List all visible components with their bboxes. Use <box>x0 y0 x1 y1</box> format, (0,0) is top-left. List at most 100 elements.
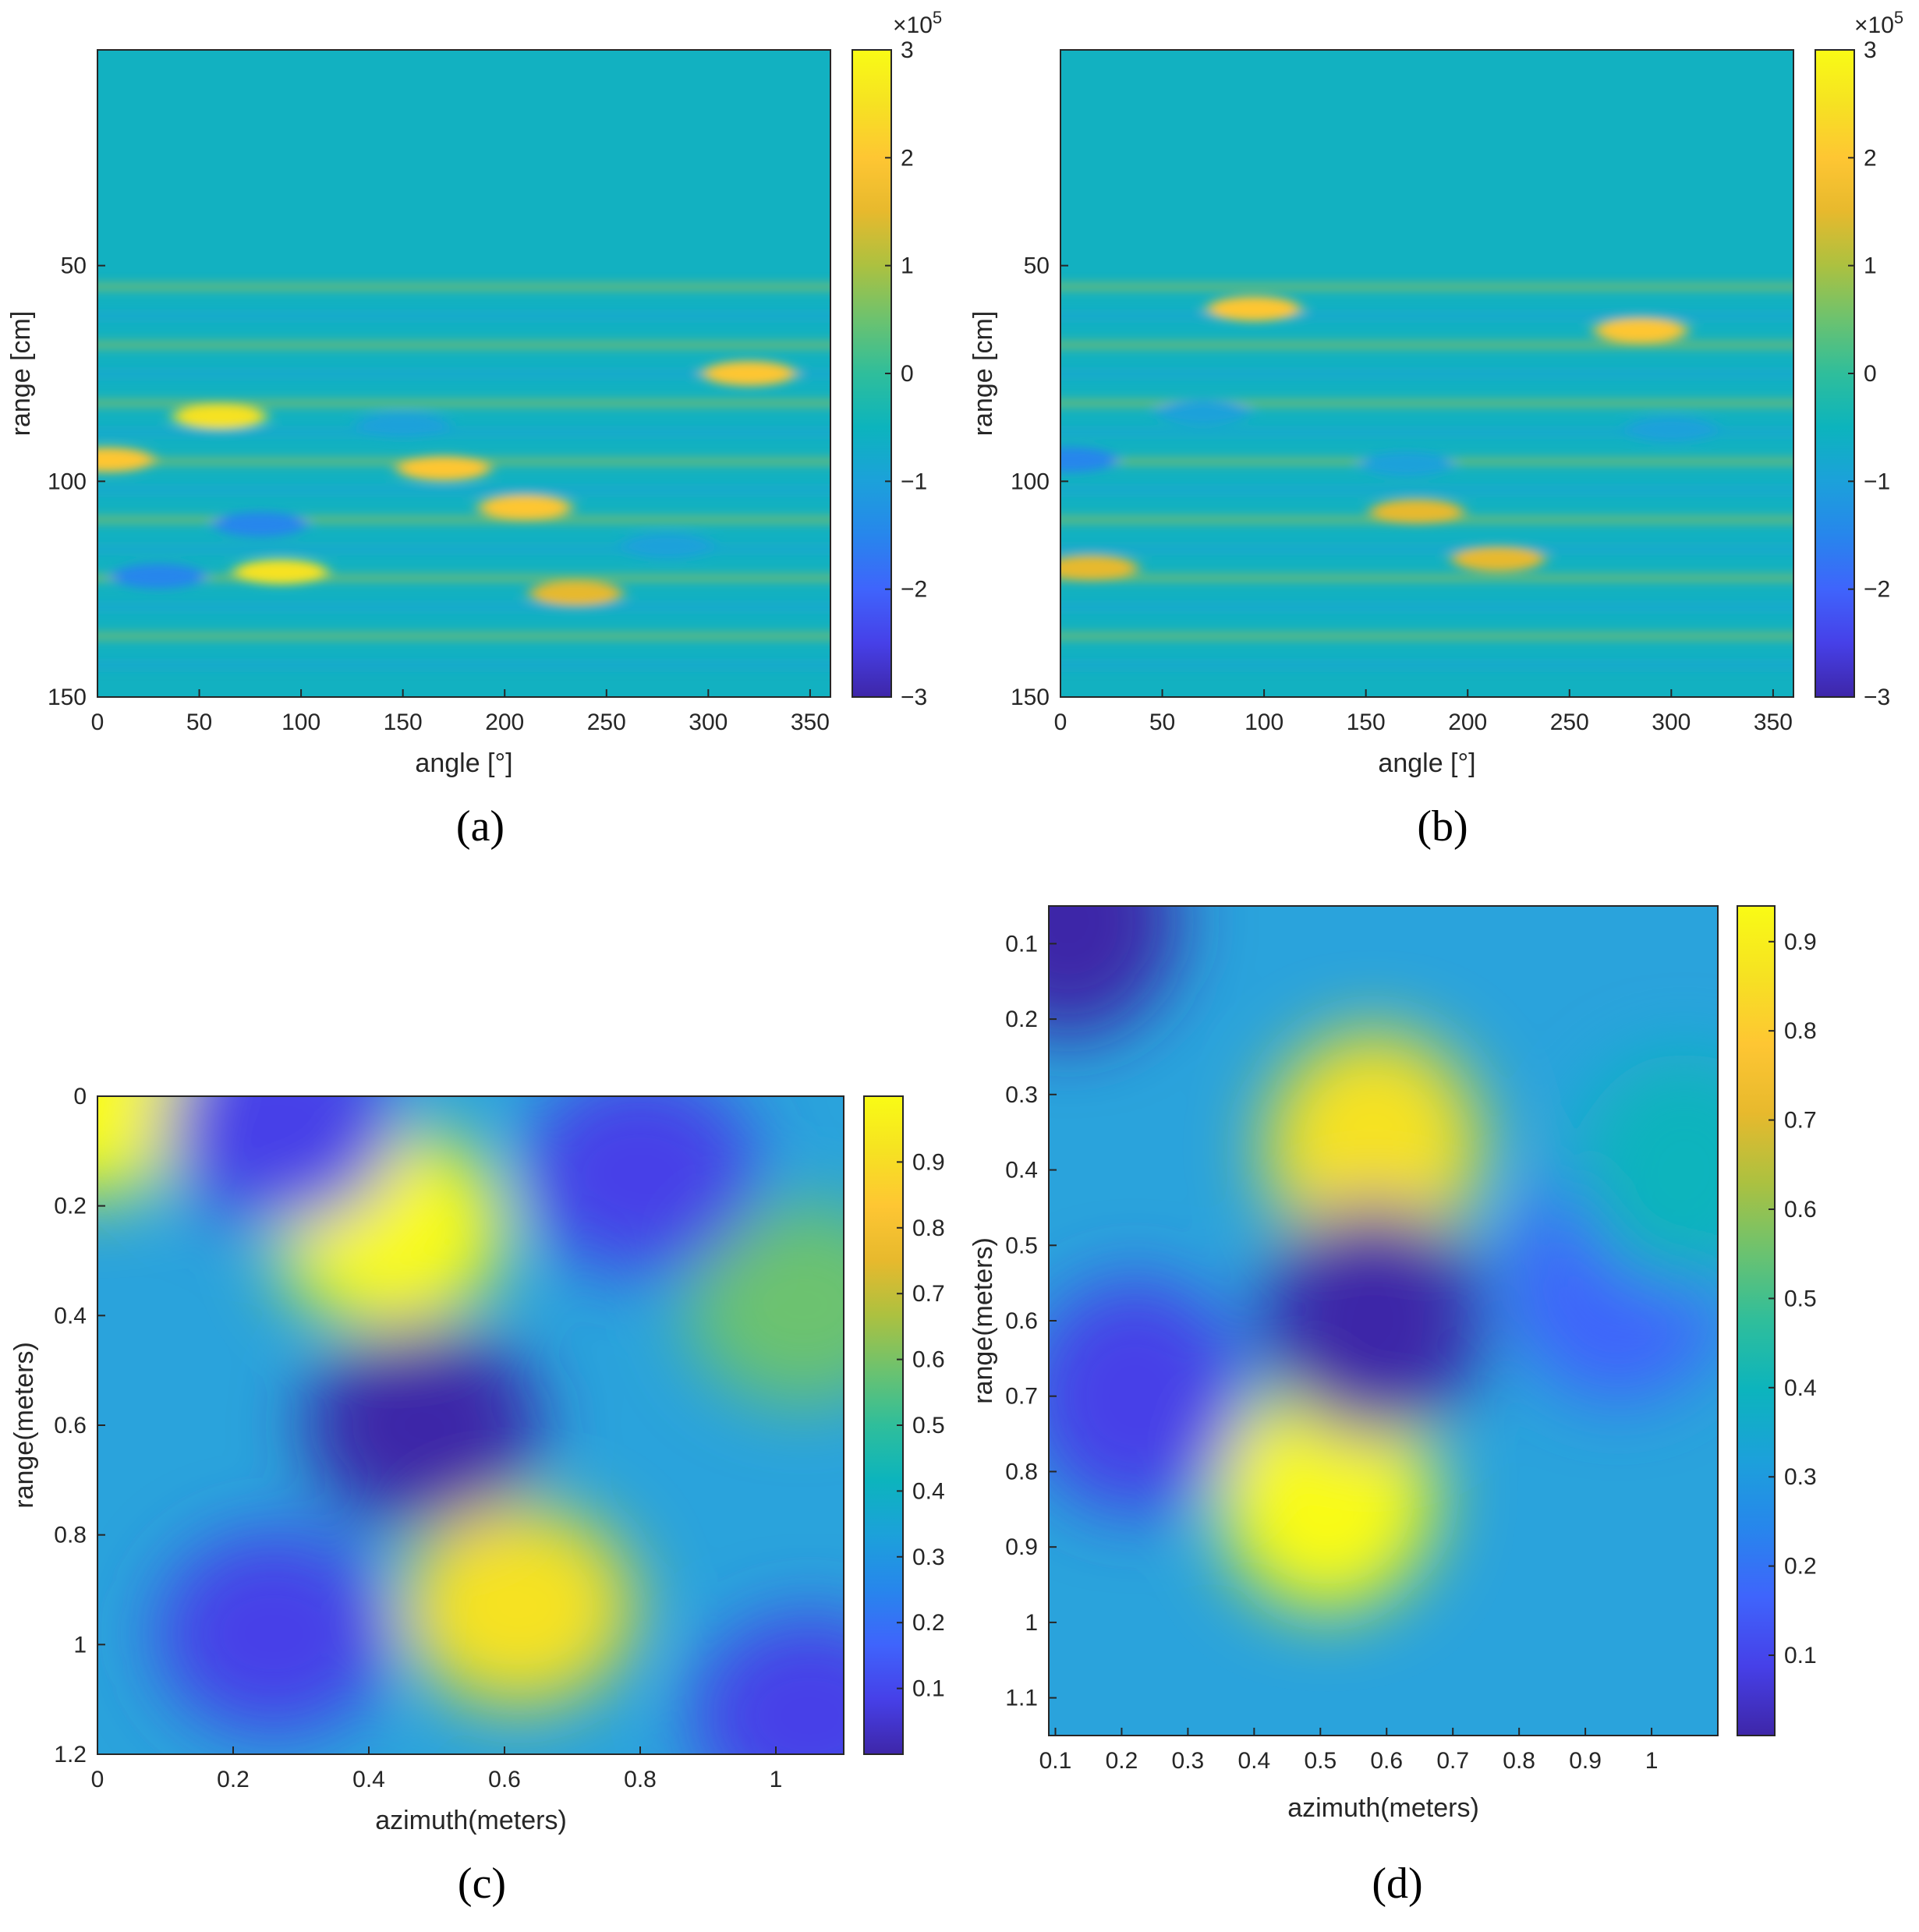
panel-b-colorbar-tick-label: −1 <box>1864 469 1890 494</box>
panel-a-feature <box>112 564 206 589</box>
panel-c-y-tick-label: 0.6 <box>54 1413 87 1438</box>
panel-a-label: (a) <box>456 802 505 851</box>
panel-a-feature <box>396 455 490 481</box>
panel-c-y-tick-label: 0.8 <box>54 1523 87 1548</box>
panel-a-y-tick-label: 150 <box>48 685 87 710</box>
panel-b-x-tick-label: 100 <box>1245 709 1283 735</box>
panel-a-y-axis-label: range [cm] <box>6 311 36 437</box>
panel-b: 0 50 100 150 200 250 300 350 50 100 150 angle [°]… <box>968 8 1903 851</box>
panel-d-feature <box>1049 1279 1245 1513</box>
panel-a-x-tick-label: 250 <box>587 709 626 735</box>
panel-b-x-ticks: 0 50 100 150 200 250 300 350 <box>1054 689 1793 735</box>
panel-c-x-tick-label: 0.4 <box>352 1767 385 1792</box>
panel-a-colorbar-multiplier: ×105 <box>893 8 942 38</box>
panel-d-y-tick-label: 0.1 <box>1005 931 1038 957</box>
panel-b-colorbar-tick-label: 3 <box>1864 37 1877 63</box>
panel-d-x-tick-label: 0.1 <box>1039 1748 1072 1774</box>
panel-b-colorbar-tick-label: 1 <box>1864 253 1877 279</box>
panel-a-band <box>97 661 830 670</box>
panel-a-feature <box>172 404 267 430</box>
panel-a-band <box>97 544 830 553</box>
panel-d-feature <box>1264 1030 1483 1265</box>
panel-b-x-axis-label: angle [°] <box>1378 748 1475 778</box>
panel-a-colorbar-tick-label: −3 <box>901 685 927 710</box>
panel-c-y-tick-label: 0.4 <box>54 1303 87 1329</box>
panel-b-band <box>1060 487 1793 495</box>
panel-b-x-tick-label: 200 <box>1448 709 1487 735</box>
panel-a-band <box>97 515 830 524</box>
panel-d-label: (d) <box>1372 1859 1422 1908</box>
panel-d-colorbar-tick-label: 0.2 <box>1784 1554 1817 1580</box>
panel-a-colorbar-tick-label: 2 <box>901 145 914 171</box>
panel-d-colorbar-tick-label: 0.6 <box>1784 1197 1817 1223</box>
panel-d-colorbar-tick-label: 0.3 <box>1784 1464 1817 1490</box>
panel-c-feature <box>523 1096 757 1275</box>
panel-c-heatmap <box>97 1096 844 1754</box>
panel-d-x-tick-label: 0.3 <box>1172 1748 1205 1774</box>
panel-c-colorbar-tick-label: 0.4 <box>912 1478 945 1504</box>
panel-b-band <box>1060 632 1793 640</box>
panel-c-y-axis-label: range(meters) <box>9 1342 39 1509</box>
panel-c-x-ticks: 0 0.2 0.4 0.6 0.8 1 <box>91 1746 783 1792</box>
panel-b-y-tick-label: 100 <box>1011 469 1050 494</box>
panel-a-band <box>97 399 830 408</box>
panel-c: 0 0.2 0.4 0.6 0.8 1 0 0.2 0.4 0.6 0.8 1 1.2 azimuth… <box>9 1084 945 1908</box>
panel-a-y-tick-label: 100 <box>48 469 87 494</box>
panel-a-x-tick-label: 350 <box>791 709 830 735</box>
panel-c-feature <box>163 1096 398 1226</box>
panel-b-band <box>1060 282 1793 291</box>
panel-b-label: (b) <box>1417 802 1468 851</box>
panel-d-x-tick-label: 0.7 <box>1436 1748 1469 1774</box>
panel-b-colorbar-ticks: −3 −2 −1 0 1 2 3 <box>1848 37 1890 710</box>
panel-a-band <box>97 487 830 495</box>
panel-c-y-tick-label: 1 <box>73 1632 87 1658</box>
panel-b-band <box>1060 370 1793 378</box>
panel-a-feature <box>213 511 307 537</box>
panel-a-band <box>97 428 830 437</box>
panel-d-colorbar-tick-label: 0.8 <box>1784 1018 1817 1044</box>
panel-d-colorbar-tick-label: 0.5 <box>1784 1286 1817 1311</box>
panel-a-band <box>97 574 830 582</box>
panel-c-y-tick-label: 0.2 <box>54 1194 87 1219</box>
panel-c-colorbar-tick-label: 0.1 <box>912 1676 945 1702</box>
panel-d-y-tick-label: 1.1 <box>1005 1686 1038 1711</box>
panel-b-feature <box>1156 399 1250 425</box>
panel-b-y-axis-label: range [cm] <box>968 311 998 437</box>
panel-c-colorbar-tick-label: 0.2 <box>912 1610 945 1636</box>
panel-a-colorbar-tick-label: 1 <box>901 253 914 279</box>
panel-b-band <box>1060 428 1793 437</box>
panel-d-y-tick-label: 0.9 <box>1005 1534 1038 1560</box>
panel-b-x-tick-label: 0 <box>1054 709 1067 735</box>
panel-c-x-tick-label: 1 <box>770 1767 783 1792</box>
panel-c-y-ticks: 0 0.2 0.4 0.6 0.8 1 1.2 <box>54 1084 105 1767</box>
panel-c-x-axis-label: azimuth(meters) <box>375 1806 567 1835</box>
panel-b-x-tick-label: 150 <box>1347 709 1386 735</box>
panel-b-band <box>1060 574 1793 582</box>
panel-c-x-tick-label: 0.6 <box>488 1767 521 1792</box>
panel-d-y-ticks: 0.1 0.2 0.3 0.4 0.5 0.6 0.7 0.8 0.9 1 1.1 <box>1005 931 1057 1711</box>
panel-a-y-tick-label: 50 <box>61 253 87 279</box>
panel-a-x-tick-label: 50 <box>186 709 212 735</box>
panel-a-band <box>97 312 830 320</box>
panel-d-y-tick-label: 0.4 <box>1005 1158 1038 1184</box>
panel-a-feature <box>702 361 796 386</box>
panel-a-feature <box>356 412 450 438</box>
panel-d-feature <box>1575 1053 1718 1287</box>
panel-d-y-tick-label: 0.7 <box>1005 1384 1038 1410</box>
panel-b-feature <box>1359 451 1453 477</box>
panel-c-feature <box>401 1505 636 1708</box>
panel-d-y-axis-label: range(meters) <box>968 1237 998 1404</box>
panel-a-feature <box>478 494 572 520</box>
panel-d-y-tick-label: 0.6 <box>1005 1308 1038 1334</box>
panel-a-band <box>97 341 830 349</box>
panel-b-feature <box>1594 317 1688 343</box>
panel-a-feature <box>529 581 623 607</box>
panel-b-heatmap <box>1060 282 1793 670</box>
panel-a-colorbar-ticks: −3 −2 −1 0 1 2 3 <box>885 37 927 710</box>
panel-c-colorbar-tick-label: 0.6 <box>912 1347 945 1373</box>
panel-d-x-tick-label: 0.4 <box>1237 1748 1270 1774</box>
panel-d-x-tick-label: 1 <box>1645 1748 1659 1774</box>
panel-d-x-tick-label: 0.5 <box>1304 1748 1337 1774</box>
panel-d-feature <box>1264 1204 1483 1438</box>
